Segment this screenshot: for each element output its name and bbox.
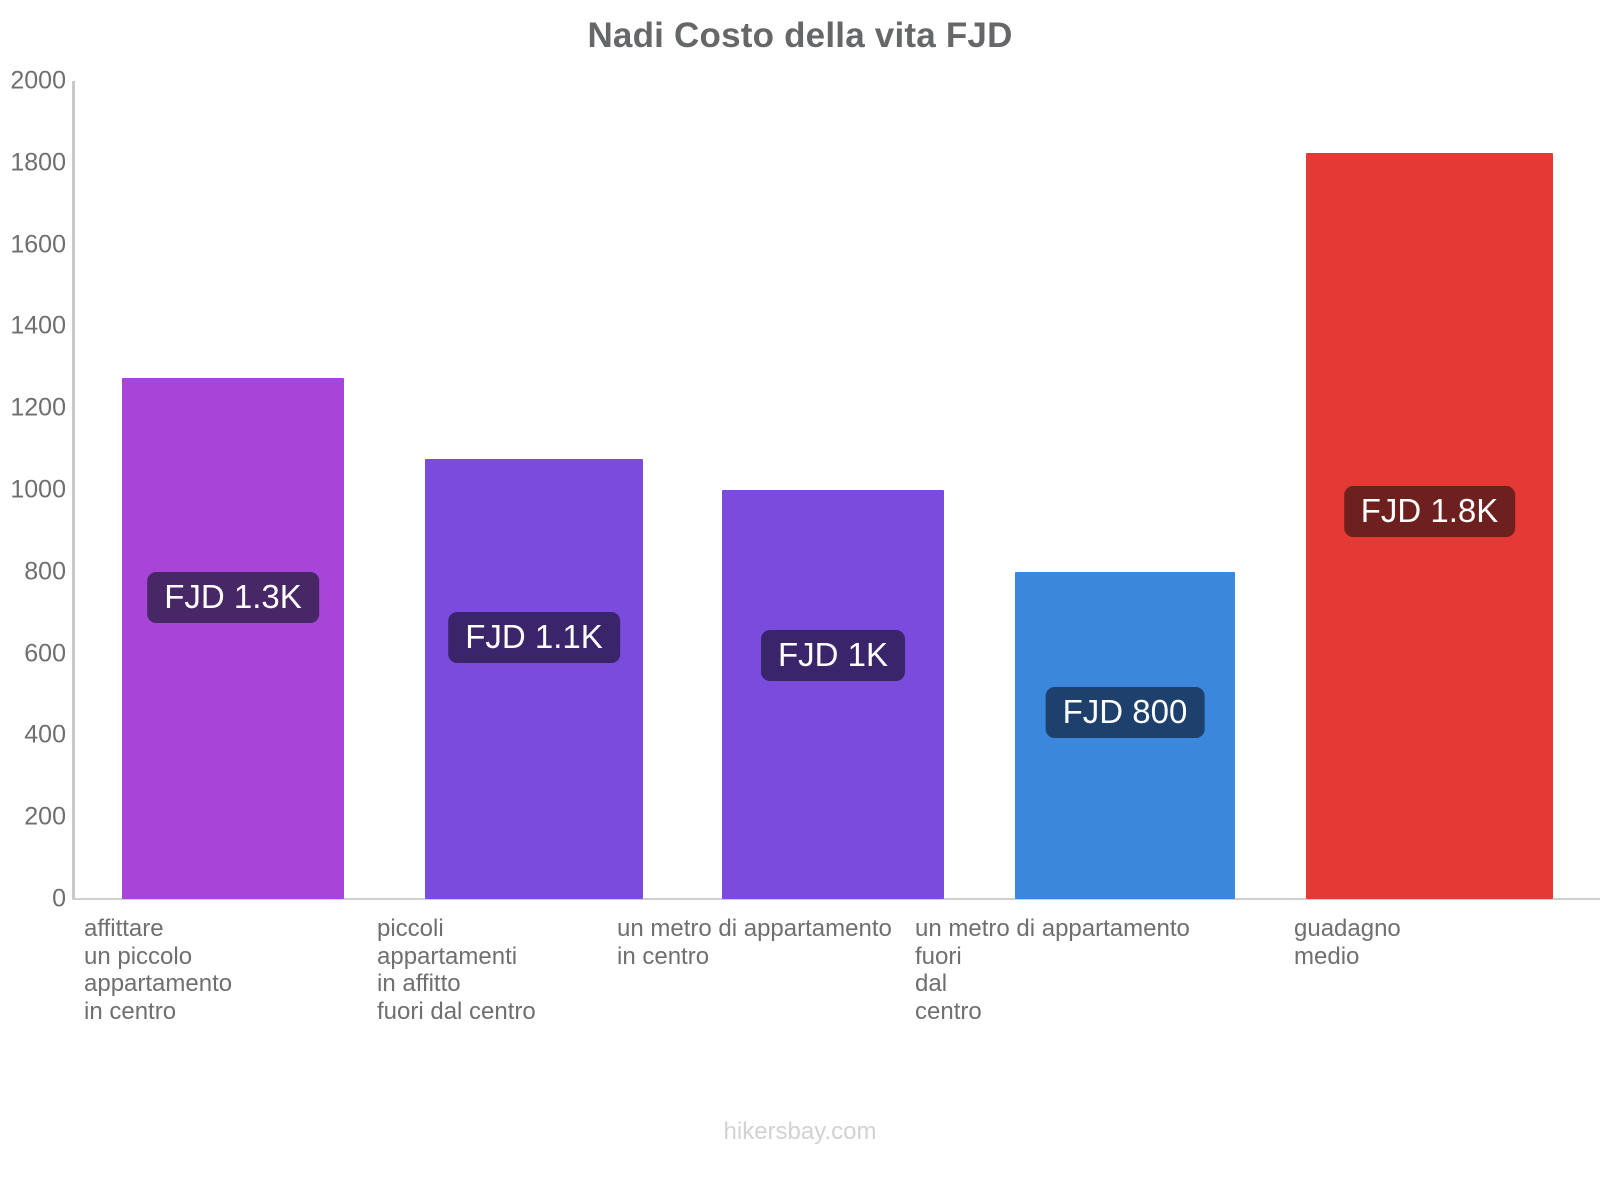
category-label-line: guadagno bbox=[1294, 915, 1401, 942]
x-axis-category-label: un metro di appartamento fuori dal centro bbox=[915, 915, 1190, 1025]
category-label-line: centro bbox=[915, 997, 982, 1025]
y-axis-tick-label: 1600 bbox=[10, 230, 66, 259]
x-axis-category-label: un metro di appartamento in centro bbox=[617, 915, 892, 970]
bar-value-label: FJD 1K bbox=[760, 630, 906, 681]
y-axis-tick-labels: 0 200 400 600 800 1000 1200 1400 1600 1800 2000 bbox=[0, 0, 66, 1200]
bar[interactable]: FJD 1.3K bbox=[122, 377, 344, 899]
bar[interactable]: FJD 1.1K bbox=[425, 459, 643, 899]
category-label-line: medio bbox=[1294, 942, 1360, 970]
category-label-line: affittare bbox=[84, 915, 164, 942]
y-axis-tick-label: 800 bbox=[24, 557, 66, 586]
bar-value-label: FJD 1.8K bbox=[1343, 486, 1516, 537]
bar[interactable]: FJD 1K bbox=[722, 490, 944, 899]
bar-value-label: FJD 800 bbox=[1045, 687, 1205, 738]
x-axis-category-label: piccoli appartamenti in affitto fuori dal c… bbox=[377, 915, 536, 1025]
y-axis-tick-label: 0 bbox=[52, 884, 66, 913]
category-label-line: appartamento bbox=[84, 970, 233, 997]
bar-value-label: FJD 1.3K bbox=[147, 572, 319, 623]
y-axis-line bbox=[72, 81, 75, 899]
category-label-line: in centro bbox=[617, 942, 710, 970]
category-label-line: in affitto bbox=[377, 970, 461, 997]
y-axis-tick-label: 400 bbox=[24, 720, 66, 749]
category-label-line: fuori dal centro bbox=[377, 997, 536, 1025]
category-label-line: in centro bbox=[84, 997, 177, 1025]
category-label-line: un metro di appartamento bbox=[617, 915, 892, 942]
bar[interactable]: FJD 1.8K bbox=[1306, 153, 1553, 899]
page-title: Nadi Costo della vita FJD bbox=[587, 16, 1013, 55]
category-label-line: appartamenti bbox=[377, 942, 518, 970]
y-axis-tick-label: 1800 bbox=[10, 148, 66, 177]
y-axis-tick-label: 200 bbox=[24, 802, 66, 831]
y-axis-tick-label: 600 bbox=[24, 639, 66, 668]
x-axis-category-labels: affittare un piccolo appartamento in centro… bbox=[72, 915, 1600, 1065]
y-axis-tick-label: 2000 bbox=[10, 66, 66, 95]
x-axis-category-label: affittare un piccolo appartamento in centro bbox=[84, 915, 232, 1025]
category-label-line: fuori bbox=[915, 942, 962, 970]
category-label-line: dal bbox=[915, 970, 948, 997]
bar-value-label: FJD 1.1K bbox=[448, 612, 620, 663]
y-axis-tick-label: 1000 bbox=[10, 475, 66, 504]
y-axis-tick-label: 1400 bbox=[10, 311, 66, 340]
bar[interactable]: FJD 800 bbox=[1015, 571, 1235, 899]
bars-layer: FJD 1.3K FJD 1.1K FJD 1K FJD 800 FJD 1.8K bbox=[72, 81, 1600, 899]
category-label-line: un piccolo bbox=[84, 942, 193, 970]
y-axis-tick-label: 1200 bbox=[10, 393, 66, 422]
x-axis-category-label: guadagno medio bbox=[1294, 915, 1401, 970]
x-axis-baseline bbox=[72, 898, 1600, 900]
footer-watermark: hikersbay.com bbox=[723, 1118, 877, 1145]
category-label-line: piccoli bbox=[377, 915, 444, 942]
category-label-line: un metro di appartamento bbox=[915, 915, 1190, 942]
